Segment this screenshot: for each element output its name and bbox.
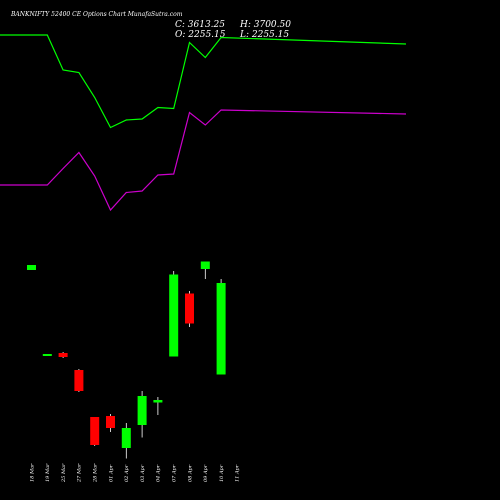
date-axis: 18 Mar 19 Mar 25 Mar 27 Mar 28 Mar 01 Apr 02 A… <box>29 463 240 483</box>
candle-body <box>106 416 115 428</box>
candles <box>27 261 226 459</box>
candle-02-apr <box>121 423 131 459</box>
candle-body <box>153 400 163 403</box>
candle-18-mar <box>27 265 36 270</box>
date-label: 02 Apr <box>124 464 130 482</box>
candle-body <box>90 417 100 445</box>
date-label: 03 Apr <box>140 464 146 482</box>
candle-19-mar <box>42 354 52 356</box>
indicator-line-1 <box>0 109 407 212</box>
date-label: 11 Apr <box>235 464 241 482</box>
candle-body <box>58 353 68 357</box>
candle-body <box>200 261 210 269</box>
date-label: 01 Apr <box>108 464 114 482</box>
high-readout: H: 3700.50 <box>239 20 291 30</box>
close-readout: C: 3613.25 <box>175 20 225 30</box>
candle-09-apr <box>200 261 210 279</box>
open-readout: O: 2255.15 <box>175 30 226 40</box>
candle-08-apr <box>185 291 194 327</box>
indicator-line-0 <box>0 34 407 129</box>
candle-body <box>121 428 131 448</box>
chart-title: BANKNIFTY 52400 CE Options Chart MunafaS… <box>10 11 183 18</box>
candle-04-apr <box>153 397 163 415</box>
date-label: 07 Apr <box>172 464 178 482</box>
date-label: 10 Apr <box>219 464 225 482</box>
indicator-lines <box>0 34 407 212</box>
low-readout: L: 2255.15 <box>239 30 289 40</box>
date-label: 27 Mar <box>77 463 83 483</box>
date-label: 25 Mar <box>61 463 67 483</box>
candle-body <box>185 293 194 324</box>
candle-28-mar <box>90 417 100 446</box>
date-label: 19 Mar <box>45 463 51 482</box>
candle-body <box>169 274 179 357</box>
candle-25-mar <box>58 352 68 358</box>
date-label: 08 Apr <box>187 464 193 482</box>
date-label: 04 Apr <box>156 464 162 482</box>
candle-07-apr <box>169 271 179 357</box>
candle-body <box>74 370 84 391</box>
candle-03-apr <box>137 391 147 438</box>
candle-01-apr <box>106 414 115 432</box>
candle-27-mar <box>74 369 84 392</box>
candle-body <box>27 265 36 270</box>
candle-body <box>42 354 52 356</box>
candle-10-apr <box>216 279 226 375</box>
date-label: 28 Mar <box>93 463 99 483</box>
date-label: 18 Mar <box>29 463 35 482</box>
candle-body <box>216 283 226 375</box>
date-label: 09 Apr <box>203 464 209 482</box>
candle-body <box>137 396 147 425</box>
